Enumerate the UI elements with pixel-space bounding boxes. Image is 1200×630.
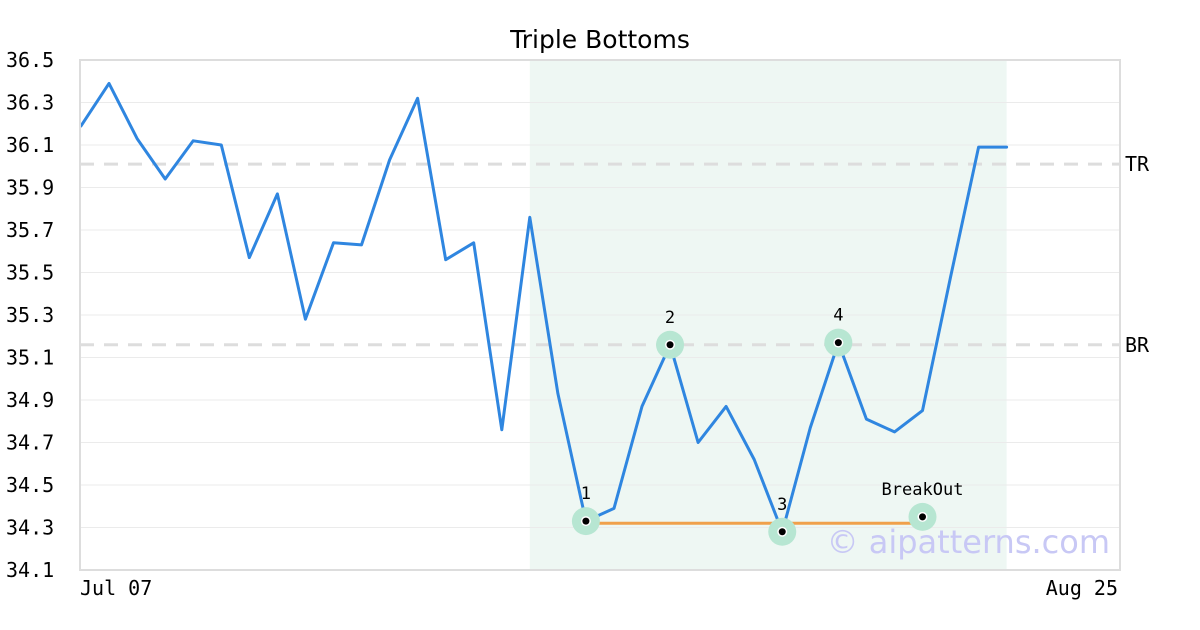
y-tick-label: 34.3: [6, 516, 54, 540]
x-axis-ticks: Jul 07 Aug 25: [80, 576, 1118, 600]
chart-title: Triple Bottoms: [509, 25, 690, 54]
y-tick-label: 34.1: [6, 558, 54, 582]
x-tick-label-end: Aug 25: [1046, 576, 1118, 600]
reference-label-br: BR: [1125, 333, 1150, 357]
y-tick-label: 35.7: [6, 218, 54, 242]
marker-label-2: 2: [665, 308, 675, 328]
y-tick-label: 36.3: [6, 91, 54, 115]
reference-lines-layer: TR BR: [80, 152, 1150, 357]
marker-dot-3: [778, 528, 786, 536]
y-tick-label: 35.3: [6, 303, 54, 327]
watermark-layer: © aipatterns.com: [827, 523, 1110, 561]
y-tick-label: 35.9: [6, 176, 54, 200]
marker-dot-1: [582, 517, 590, 525]
marker-label-3: 3: [777, 495, 787, 515]
y-axis-ticks: 36.5 36.3 36.1 35.9 35.7 35.5 35.3 35.1 34.9 34.7…: [6, 48, 54, 582]
y-tick-label: 35.5: [6, 261, 54, 285]
marker-label-breakout: BreakOut: [882, 480, 964, 500]
grid-layer: [80, 59, 1120, 571]
y-tick-label: 34.9: [6, 388, 54, 412]
y-tick-label: 34.5: [6, 473, 54, 497]
y-tick-label: 36.5: [6, 48, 54, 72]
series-layer: [79, 81, 1009, 534]
marker-dot-4: [834, 339, 842, 347]
y-tick-label: 34.7: [6, 431, 54, 455]
reference-label-tr: TR: [1125, 152, 1150, 176]
x-tick-label-start: Jul 07: [80, 576, 152, 600]
marker-dot-2: [666, 341, 674, 349]
plot-frame-layer: [79, 59, 1121, 571]
y-tick-label: 35.1: [6, 346, 54, 370]
markers-layer: 1 2 3 4 BreakOut: [571, 306, 964, 546]
marker-label-4: 4: [833, 306, 843, 326]
plot-frame: [79, 59, 1121, 571]
watermark: © aipatterns.com: [827, 523, 1110, 561]
marker-label-1: 1: [581, 484, 591, 504]
price-series-line: [79, 81, 1009, 534]
y-tick-label: 36.1: [6, 133, 54, 157]
marker-dot-breakout: [919, 513, 926, 521]
